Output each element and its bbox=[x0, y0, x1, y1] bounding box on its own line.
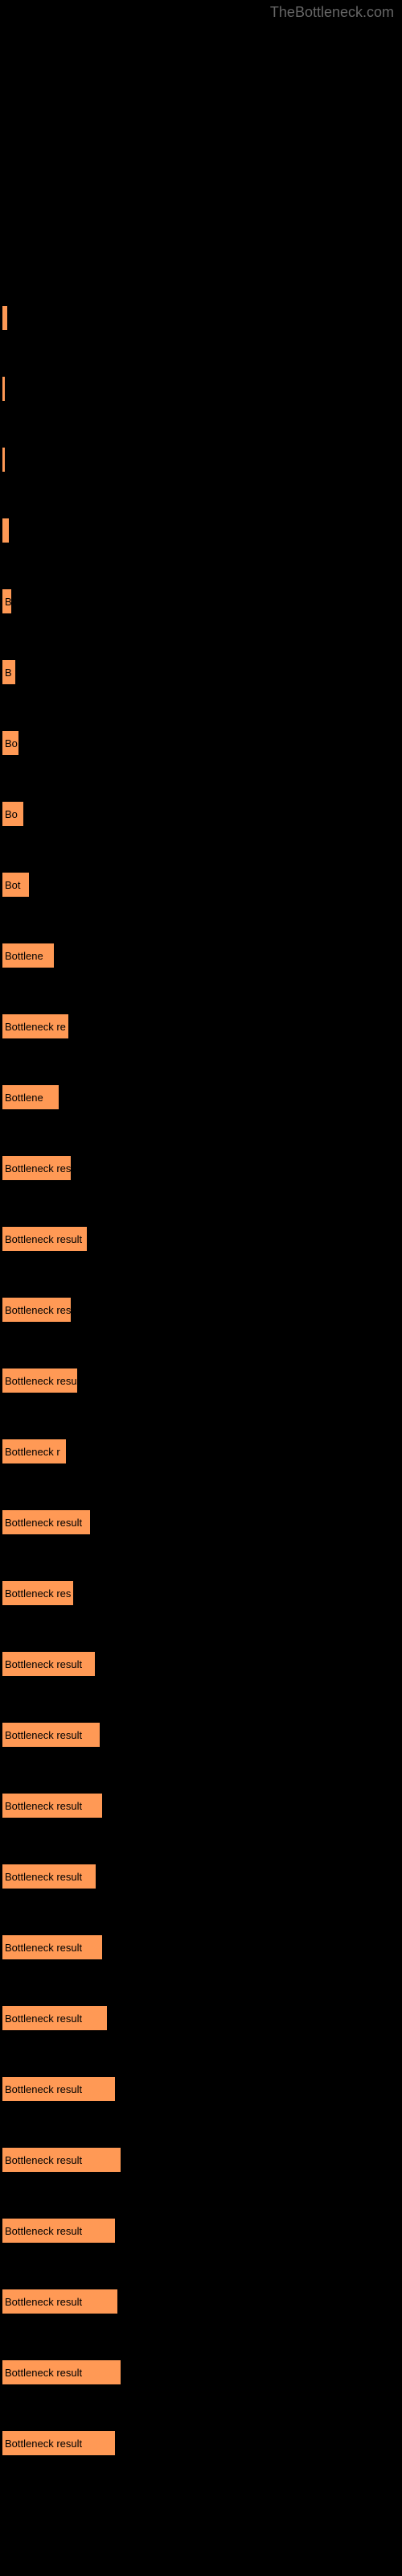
bar-label: Bo bbox=[5, 737, 18, 749]
bar: Bottleneck result bbox=[2, 2431, 115, 2455]
bar-row: Bottleneck res bbox=[2, 1298, 400, 1322]
bar-label: Bottleneck result bbox=[5, 2367, 82, 2379]
bar-row: Bo bbox=[2, 731, 400, 755]
bar-row bbox=[2, 518, 400, 543]
bar-row: Bottleneck result bbox=[2, 1227, 400, 1251]
bar: Bottleneck result bbox=[2, 2077, 115, 2101]
bar-row: Bot bbox=[2, 873, 400, 897]
bar: Bottleneck result bbox=[2, 1794, 102, 1818]
bar: Bottlene bbox=[2, 1085, 59, 1109]
bar-row: Bottleneck result bbox=[2, 2289, 400, 2314]
bar-row: B bbox=[2, 660, 400, 684]
bar-row: Bottleneck result bbox=[2, 1935, 400, 1959]
bar: Bottleneck res bbox=[2, 1156, 71, 1180]
bar-row: Bottleneck res bbox=[2, 1581, 400, 1605]
bar-label: Bottleneck result bbox=[5, 1517, 82, 1529]
bar: Bottleneck result bbox=[2, 2006, 107, 2030]
bar: B bbox=[2, 660, 15, 684]
bar-row: Bottleneck result bbox=[2, 1794, 400, 1818]
bar: Bottleneck result bbox=[2, 1864, 96, 1889]
bar-label: Bottleneck result bbox=[5, 2154, 82, 2166]
bar: Bottleneck result bbox=[2, 1723, 100, 1747]
bar-row: Bottleneck result bbox=[2, 1510, 400, 1534]
bar: Bottleneck result bbox=[2, 2219, 115, 2243]
bar-label: Bottleneck result bbox=[5, 2296, 82, 2308]
bar: Bo bbox=[2, 731, 18, 755]
bar-label: Bottleneck result bbox=[5, 2013, 82, 2025]
bar: Bottleneck result bbox=[2, 1935, 102, 1959]
watermark-text: TheBottleneck.com bbox=[270, 4, 394, 21]
bar bbox=[2, 377, 5, 401]
bar-label: B bbox=[5, 667, 12, 679]
bar-label: Bottleneck resu bbox=[5, 1375, 77, 1387]
bar-label: Bottleneck r bbox=[5, 1446, 60, 1458]
bar-row: Bottleneck result bbox=[2, 2148, 400, 2172]
bar-label: B bbox=[5, 596, 11, 608]
bar-row: Bottleneck resu bbox=[2, 1368, 400, 1393]
bar: Bottleneck result bbox=[2, 1510, 90, 1534]
bar: Bottlene bbox=[2, 943, 54, 968]
bar: Bottleneck r bbox=[2, 1439, 66, 1463]
bar bbox=[2, 518, 9, 543]
bar-row: Bottleneck result bbox=[2, 1652, 400, 1676]
bar-row: Bottleneck result bbox=[2, 2219, 400, 2243]
bar: Bottleneck result bbox=[2, 1652, 95, 1676]
bar: B bbox=[2, 589, 11, 613]
bar-label: Bo bbox=[5, 808, 18, 820]
bar-row: Bottleneck r bbox=[2, 1439, 400, 1463]
bar-label: Bottlene bbox=[5, 950, 43, 962]
bar: Bottleneck resu bbox=[2, 1368, 77, 1393]
bar-row: Bottleneck re bbox=[2, 1014, 400, 1038]
bar-label: Bottleneck res bbox=[5, 1162, 71, 1174]
bar: Bottleneck result bbox=[2, 1227, 87, 1251]
bar-label: Bottleneck re bbox=[5, 1021, 66, 1033]
bar bbox=[2, 306, 7, 330]
bar: Bo bbox=[2, 802, 23, 826]
bar-chart: B B Bo Bo Bot Bottlene Bottleneck re Bottlene Bo… bbox=[0, 306, 402, 2455]
bar-row bbox=[2, 377, 400, 401]
bar-label: Bottleneck result bbox=[5, 2225, 82, 2237]
bar-row: Bottleneck result bbox=[2, 2077, 400, 2101]
bar-row: Bottleneck result bbox=[2, 2360, 400, 2384]
bar-label: Bottlene bbox=[5, 1092, 43, 1104]
bar-row bbox=[2, 306, 400, 330]
bar-row: Bottlene bbox=[2, 943, 400, 968]
bar-row: Bottleneck res bbox=[2, 1156, 400, 1180]
bar-label: Bot bbox=[5, 879, 21, 891]
bar: Bottleneck res bbox=[2, 1298, 71, 1322]
bar: Bottleneck result bbox=[2, 2360, 121, 2384]
bar: Bottleneck result bbox=[2, 2148, 121, 2172]
bar-label: Bottleneck result bbox=[5, 2083, 82, 2095]
bar-label: Bottleneck result bbox=[5, 1658, 82, 1670]
bar-row: B bbox=[2, 589, 400, 613]
top-spacer bbox=[0, 0, 402, 306]
bar-label: Bottleneck result bbox=[5, 1942, 82, 1954]
bar-row: Bo bbox=[2, 802, 400, 826]
bar-row: Bottlene bbox=[2, 1085, 400, 1109]
bar-label: Bottleneck result bbox=[5, 2438, 82, 2450]
bar-row: Bottleneck result bbox=[2, 1723, 400, 1747]
bar-label: Bottleneck res bbox=[5, 1304, 71, 1316]
bar-row bbox=[2, 448, 400, 472]
bar-label: Bottleneck result bbox=[5, 1233, 82, 1245]
bar-label: Bottleneck result bbox=[5, 1729, 82, 1741]
bar: Bot bbox=[2, 873, 29, 897]
bar-label: Bottleneck res bbox=[5, 1587, 71, 1600]
bar: Bottleneck res bbox=[2, 1581, 73, 1605]
bar-row: Bottleneck result bbox=[2, 2006, 400, 2030]
bar-row: Bottleneck result bbox=[2, 2431, 400, 2455]
bar: Bottleneck re bbox=[2, 1014, 68, 1038]
bar-row: Bottleneck result bbox=[2, 1864, 400, 1889]
bar-label: Bottleneck result bbox=[5, 1800, 82, 1812]
bar bbox=[2, 448, 5, 472]
bar-label: Bottleneck result bbox=[5, 1871, 82, 1883]
bar: Bottleneck result bbox=[2, 2289, 117, 2314]
